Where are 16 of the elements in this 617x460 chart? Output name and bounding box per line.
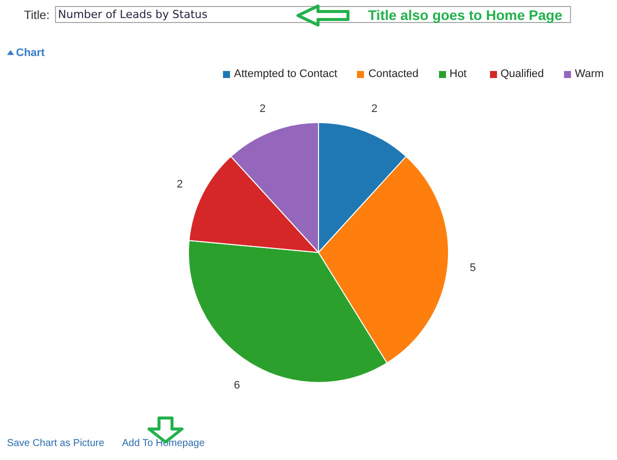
legend-label: Hot xyxy=(450,67,468,81)
text: Add To Homepage xyxy=(122,437,205,451)
text: Title: xyxy=(24,7,50,23)
legend-label: Attempted to Contact xyxy=(234,67,338,81)
data-label: 5 xyxy=(470,262,476,274)
data-label: 2 xyxy=(176,178,183,190)
data-label: 2 xyxy=(371,102,378,115)
legend-label: Warm xyxy=(574,67,604,81)
legend-label: Qualified xyxy=(500,67,544,81)
chart-title: Number of Leads by Status xyxy=(58,7,208,23)
legend-label: Contacted xyxy=(368,67,418,81)
text: Chart xyxy=(16,46,45,61)
text: Save Chart as Picture xyxy=(7,437,104,451)
data-label: 2 xyxy=(259,102,266,115)
data-label: 6 xyxy=(234,379,240,392)
text: Title also goes to Home Page xyxy=(368,7,562,23)
